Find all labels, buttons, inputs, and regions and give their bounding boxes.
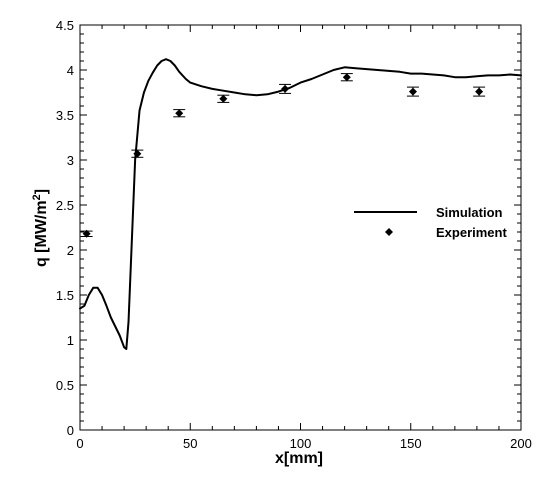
x-tick-label: 0 bbox=[76, 436, 83, 451]
experiment-point bbox=[175, 109, 184, 118]
experiment-point bbox=[82, 229, 91, 238]
experiment-point bbox=[475, 87, 484, 96]
y-ticks: 0 0.5 1 1.5 2 2.5 3 3.5 4 4.5 bbox=[56, 18, 521, 438]
y-tick-label: 3.5 bbox=[56, 108, 74, 123]
series-layer bbox=[79, 58, 522, 350]
y-tick-label: 4 bbox=[67, 63, 74, 78]
x-axis-title: x[mm] bbox=[275, 450, 323, 467]
y-tick-label: 1.5 bbox=[56, 288, 74, 303]
x-tick-label: 200 bbox=[510, 436, 532, 451]
experiment-point bbox=[342, 73, 351, 82]
legend: Simulation Experiment bbox=[354, 205, 507, 240]
x-tick-label: 150 bbox=[400, 436, 422, 451]
y-tick-label: 2.5 bbox=[56, 198, 74, 213]
x-ticks: 0 50 100 150 200 bbox=[76, 25, 532, 451]
experiment-point bbox=[408, 87, 417, 96]
y-tick-label: 0.5 bbox=[56, 378, 74, 393]
x-tick-label: 100 bbox=[290, 436, 312, 451]
experiment-point bbox=[281, 84, 290, 93]
y-axis-title: q [MW/m2] bbox=[31, 189, 50, 267]
experiment-point bbox=[133, 149, 142, 158]
y-axis-title-superscript: 2 bbox=[31, 194, 43, 200]
legend-experiment-marker bbox=[385, 228, 393, 236]
y-tick-label: 2 bbox=[67, 243, 74, 258]
y-tick-label: 0 bbox=[67, 423, 74, 438]
legend-simulation-label: Simulation bbox=[436, 205, 503, 220]
y-tick-label: 1 bbox=[67, 333, 74, 348]
legend-experiment-label: Experiment bbox=[436, 225, 507, 240]
experiment-point bbox=[219, 94, 228, 103]
y-tick-label: 4.5 bbox=[56, 18, 74, 33]
simulation-line bbox=[79, 58, 522, 350]
x-tick-label: 50 bbox=[183, 436, 197, 451]
y-axis-title-main: q [MW/m bbox=[33, 200, 50, 267]
y-tick-label: 3 bbox=[67, 153, 74, 168]
y-axis-title-close: ] bbox=[33, 189, 50, 194]
